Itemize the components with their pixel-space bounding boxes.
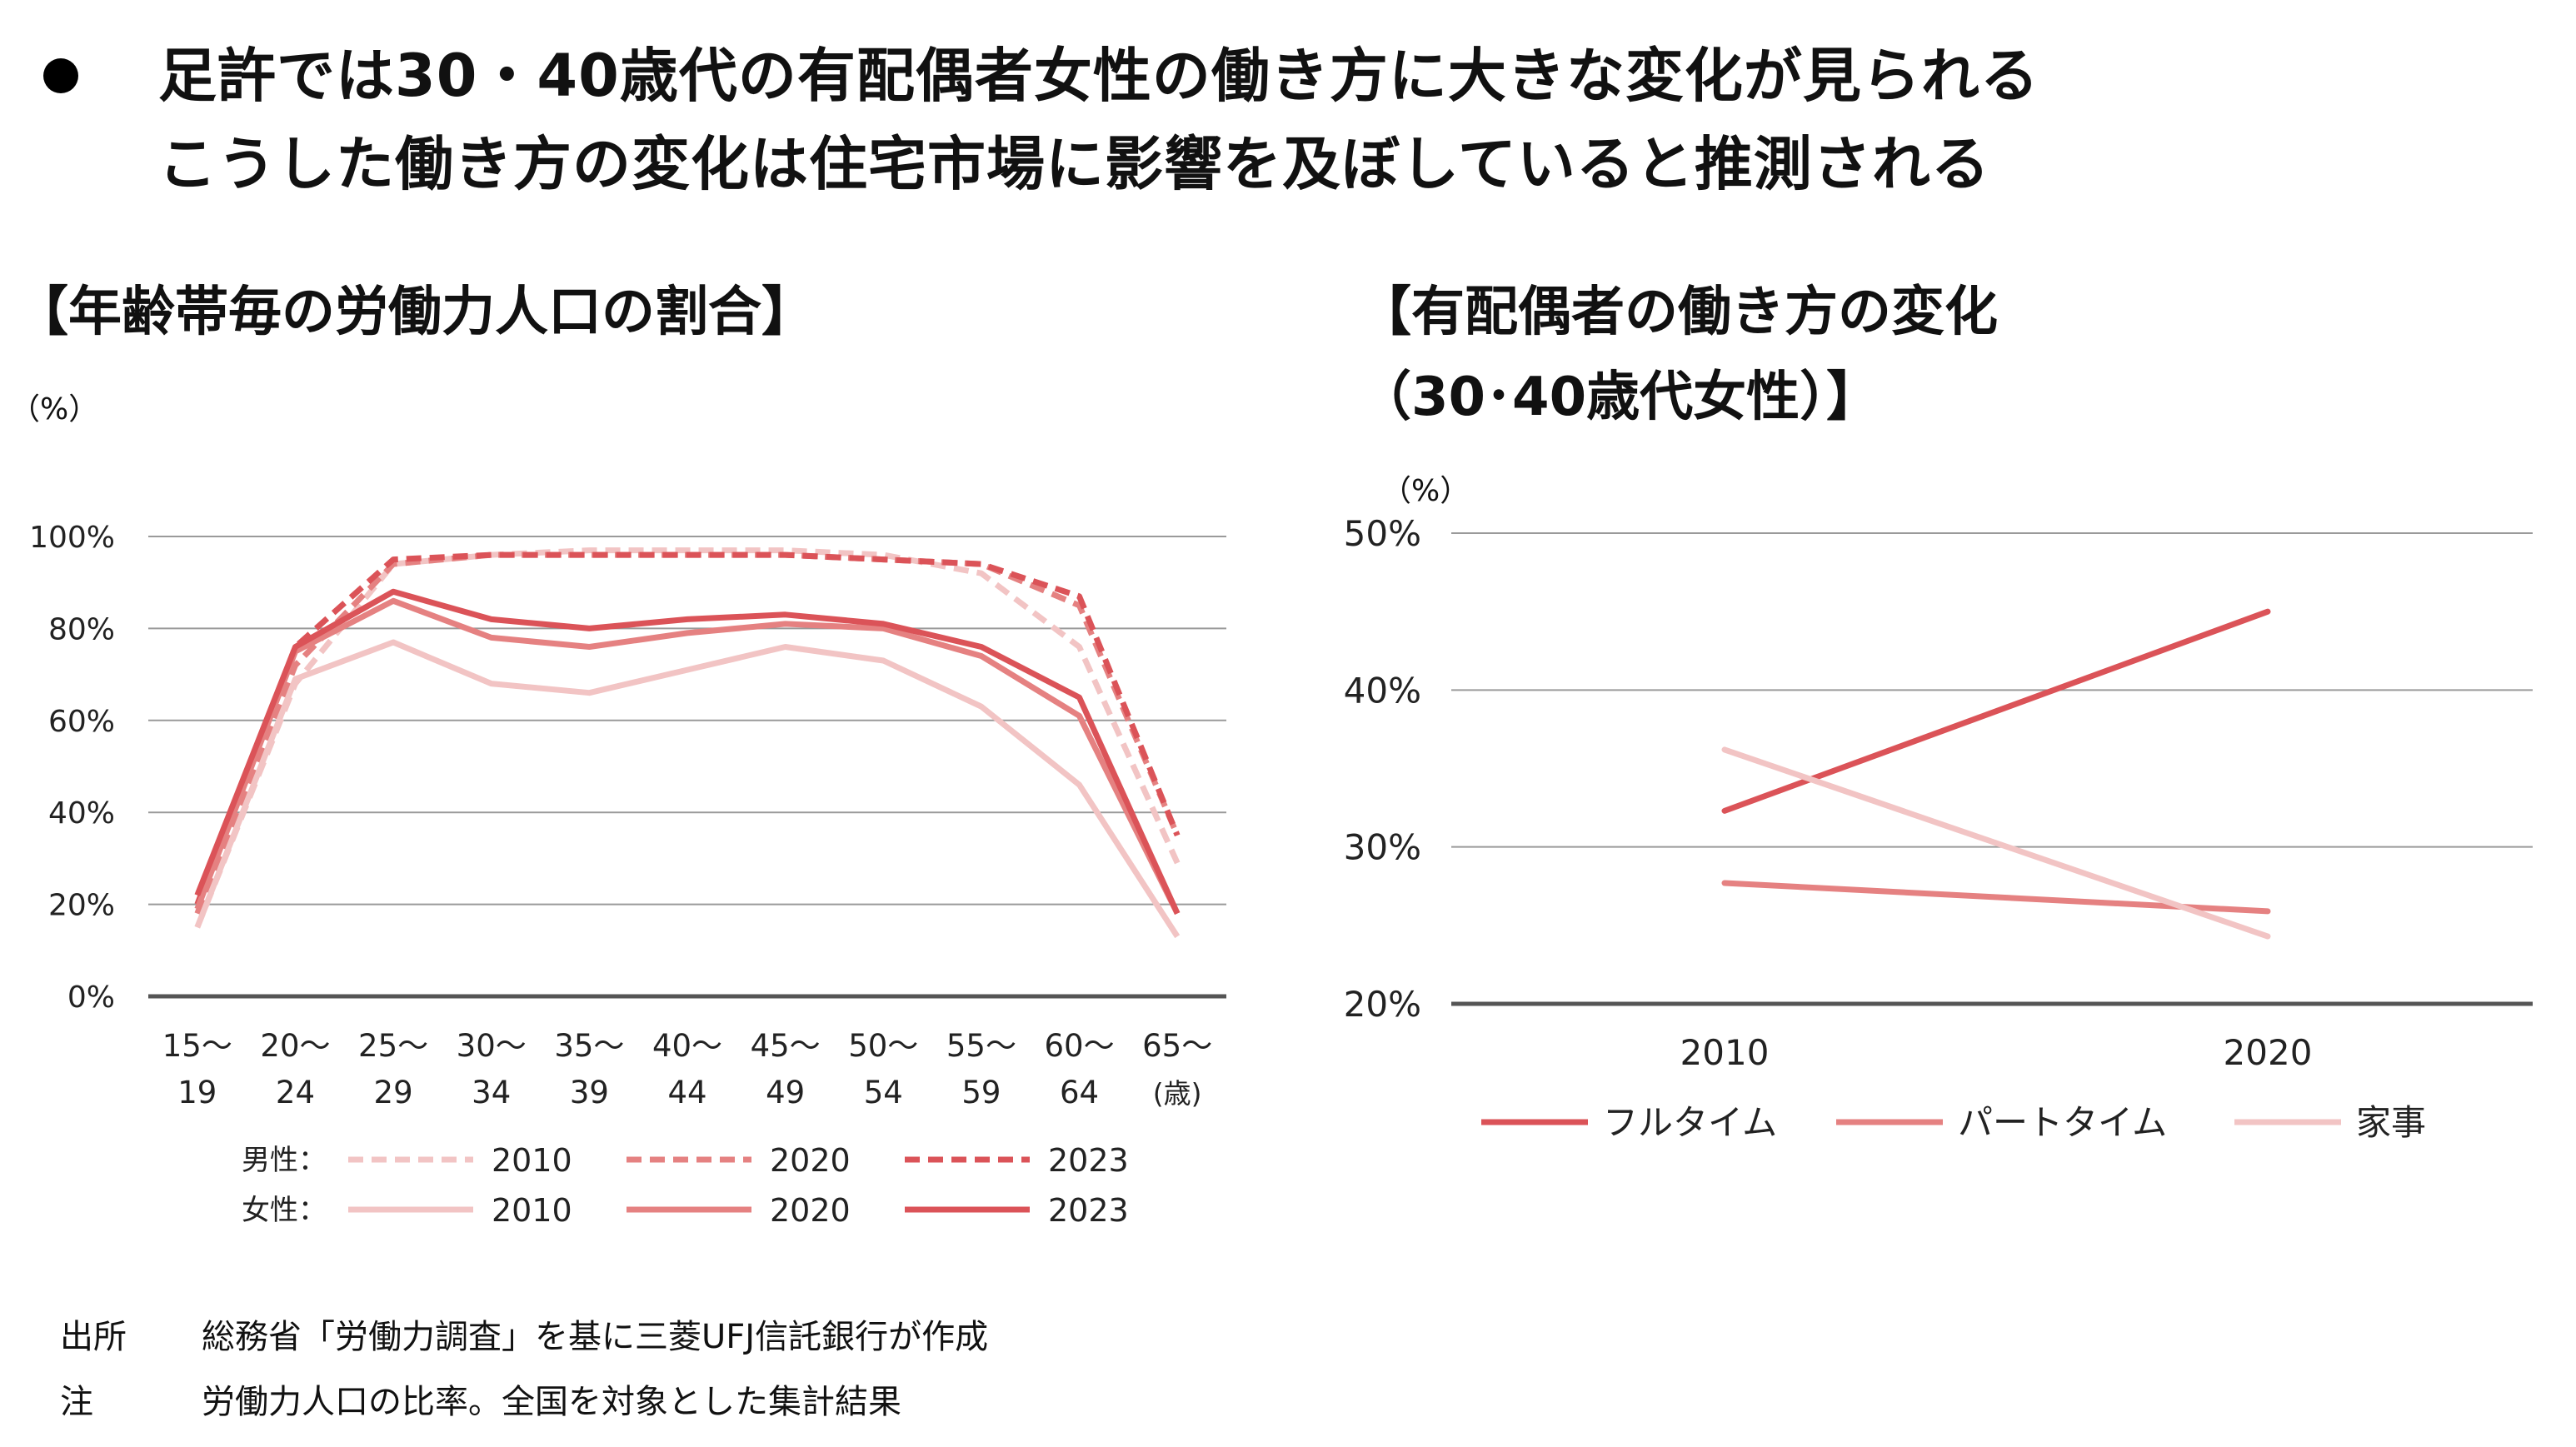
left-chart-title: 【年齢帯毎の労働力人口の割合】	[15, 282, 815, 343]
right-legend-label: 家事	[2356, 1102, 2426, 1143]
left-x-tick-label: 59	[961, 1075, 1001, 1110]
left-x-tick-label: 29	[374, 1075, 413, 1110]
right-y-tick-label: 20%	[1344, 984, 1421, 1025]
left-x-tick-label: 30～	[457, 1028, 527, 1064]
headline-line-1: 足許では30・40歳代の有配偶者女性の働き方に大きな変化が見られる	[158, 42, 2039, 110]
left-x-tick-label: 40～	[652, 1028, 722, 1064]
left-series-line	[194, 639, 1181, 939]
left-legend-label: 2020	[770, 1192, 851, 1229]
note-text: 労働力人口の比率。全国を対象とした集計結果	[202, 1383, 901, 1421]
note-row: 注 労働力人口の比率。全国を対象とした集計結果	[60, 1375, 901, 1423]
source-row: 出所 総務省「労働力調査」を基に三菱UFJ信託銀行が作成	[60, 1310, 988, 1358]
left-series-line	[194, 588, 1181, 916]
left-x-tick-label: 64	[1060, 1075, 1099, 1110]
right-y-tick-label: 50%	[1344, 513, 1421, 554]
left-x-tick-label: (歳)	[1153, 1077, 1202, 1110]
right-x-tick-label: 2020	[2224, 1032, 2313, 1073]
left-x-tick-label: 20～	[260, 1028, 330, 1064]
left-y-tick-label: 40%	[48, 796, 115, 831]
left-y-tick-label: 80%	[48, 612, 115, 646]
left-legend-label: 2010	[492, 1192, 572, 1229]
left-y-tick-label: 100%	[29, 521, 115, 555]
left-x-tick-label: 54	[864, 1075, 903, 1110]
headline-line-2: こうした働き方の変化は住宅市場に影響を及ぼしていると推測される	[158, 130, 1990, 198]
left-x-tick-label: 15～	[162, 1028, 232, 1064]
right-chart-unit: （%）	[1381, 474, 1470, 508]
left-legend-label: 2023	[1048, 1142, 1129, 1179]
right-chart-title-line-1: 【有配偶者の働き方の変化	[1358, 282, 1998, 343]
right-y-tick-label: 40%	[1344, 670, 1421, 711]
left-y-tick-label: 0%	[67, 980, 115, 1015]
left-series-line	[194, 547, 1181, 929]
bullet-icon	[43, 58, 78, 93]
left-x-tick-label: 60～	[1044, 1028, 1114, 1064]
left-legend-label: 2010	[492, 1142, 572, 1179]
left-x-tick-label: 19	[177, 1075, 217, 1110]
left-x-tick-label: 24	[276, 1075, 315, 1110]
left-x-tick-label: 35～	[554, 1028, 624, 1064]
note-label: 注	[60, 1383, 93, 1421]
right-series-line	[1721, 746, 2271, 940]
left-legend-group-label: 女性：	[242, 1194, 327, 1227]
left-x-tick-label: 45～	[751, 1028, 821, 1064]
left-series-line	[194, 597, 1181, 916]
right-chart-title-line-2: （30･40歳代女性）】	[1358, 367, 1880, 428]
left-x-tick-label: 55～	[946, 1028, 1016, 1064]
left-y-tick-label: 60%	[48, 705, 115, 739]
left-series-line	[194, 551, 1181, 906]
left-legend-label: 2023	[1048, 1192, 1129, 1229]
left-x-tick-label: 49	[766, 1075, 805, 1110]
right-legend-label: フルタイム	[1603, 1102, 1777, 1143]
right-legend-label: パートタイム	[1958, 1102, 2167, 1143]
left-legend-label: 2020	[770, 1142, 851, 1179]
left-legend-group-label: 男性：	[242, 1144, 327, 1177]
left-x-tick-label: 44	[667, 1075, 706, 1110]
left-y-tick-label: 20%	[48, 889, 115, 923]
right-y-tick-label: 30%	[1344, 827, 1421, 868]
left-x-tick-label: 25～	[358, 1028, 428, 1064]
right-x-tick-label: 2010	[1680, 1032, 1770, 1073]
right-series-line	[1721, 608, 2271, 814]
left-series-line	[194, 551, 1181, 915]
left-x-tick-label: 34	[472, 1075, 511, 1110]
source-label: 出所	[60, 1318, 127, 1356]
source-text: 総務省「労働力調査」を基に三菱UFJ信託銀行が作成	[202, 1318, 989, 1356]
left-x-tick-label: 50～	[848, 1028, 918, 1064]
left-chart-unit: （%）	[10, 392, 99, 427]
left-x-tick-label: 65～	[1142, 1028, 1212, 1064]
left-x-tick-label: 39	[570, 1075, 609, 1110]
